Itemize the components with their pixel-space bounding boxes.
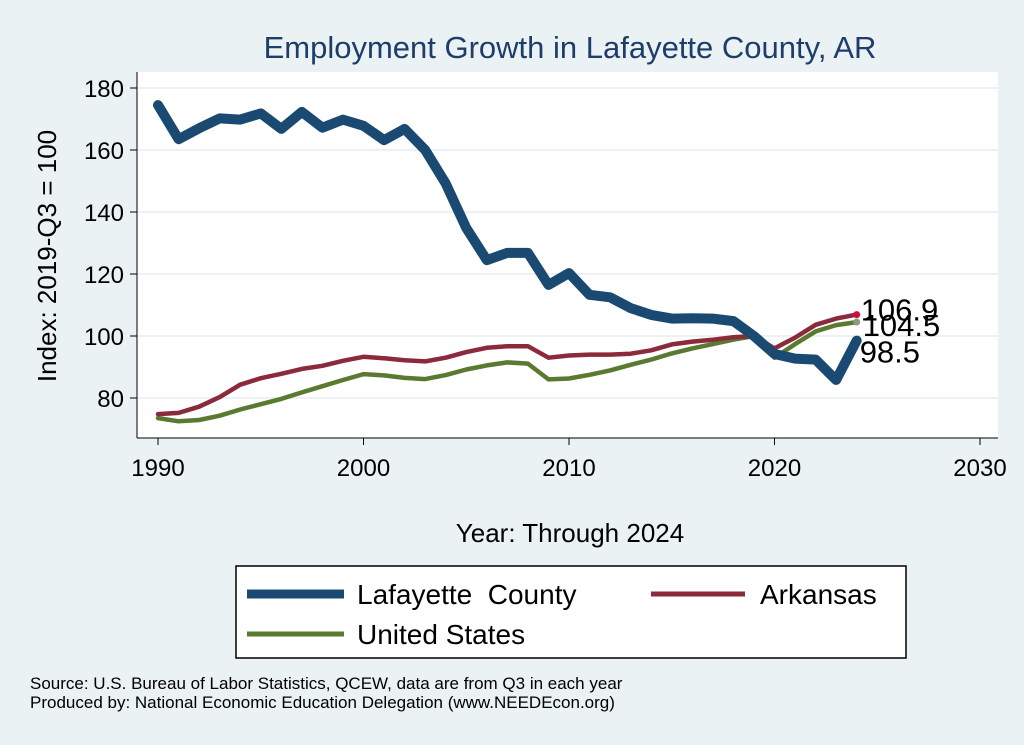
series-lines (153, 100, 862, 424)
legend-label-lafayette: Lafayette County (357, 579, 576, 610)
x-tick-label-2020: 2020 (748, 455, 801, 482)
x-ticks: 1990 2000 2010 2020 2030 (131, 438, 1007, 482)
end-label-united-states: 104.5 (863, 308, 941, 343)
x-tick-label-2000: 2000 (337, 455, 390, 482)
plot-area (137, 72, 998, 438)
x-tick-label-1990: 1990 (131, 455, 184, 482)
legend: Lafayette County Arkansas United States (235, 565, 907, 659)
chart-title: Employment Growth in Lafayette County, A… (264, 30, 877, 65)
y-tick-label-80: 80 (97, 386, 124, 413)
x-axis-label: Year: Through 2024 (456, 518, 684, 548)
end-label-arkansas: 106.9 (861, 293, 939, 328)
producer-note: Produced by: National Economic Education… (30, 693, 615, 712)
x-tick-label-2010: 2010 (542, 455, 595, 482)
axes (136, 72, 998, 439)
y-tick-label-100: 100 (84, 324, 124, 351)
end-point-united-states (853, 318, 861, 326)
y-tick-label-120: 120 (84, 262, 124, 289)
end-label-lafayette: 98.5 (860, 335, 920, 370)
y-axis-label: Index: 2019-Q3 = 100 (32, 130, 62, 382)
source-note: Source: U.S. Bureau of Labor Statistics,… (30, 674, 623, 693)
x-tick-label-2030: 2030 (953, 455, 1006, 482)
legend-box (235, 565, 907, 659)
y-tick-label-160: 160 (84, 138, 124, 165)
series-line-arkansas (155, 312, 859, 417)
end-point-arkansas (853, 311, 861, 319)
y-tick-label-180: 180 (84, 76, 124, 103)
legend-label-united-states: United States (357, 619, 525, 650)
series-line-lafayette (153, 100, 862, 385)
y-ticks: 80 100 120 140 160 180 (84, 76, 137, 413)
legend-label-arkansas: Arkansas (760, 579, 877, 610)
y-tick-label-140: 140 (84, 200, 124, 227)
